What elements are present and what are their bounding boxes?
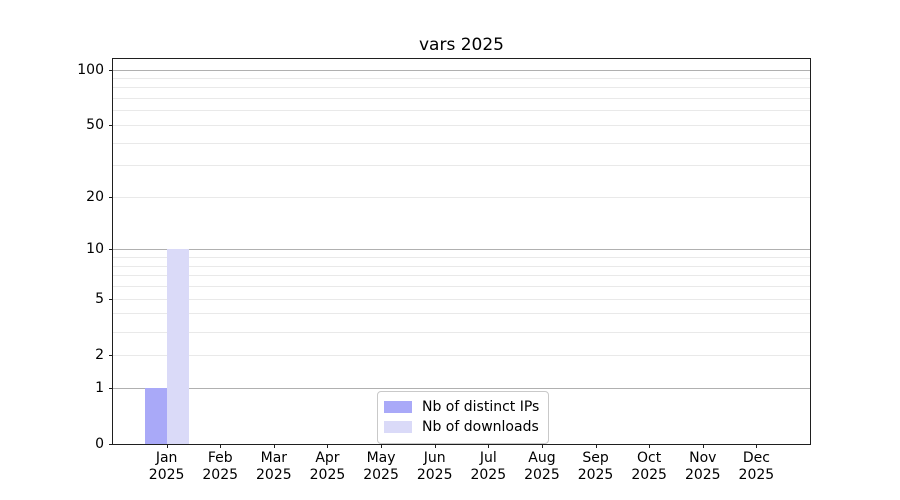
x-tick-year: 2025	[738, 467, 775, 483]
x-tick-year: 2025	[256, 467, 292, 483]
y-tick-label: 2	[95, 346, 104, 363]
gridline-minor	[113, 354, 810, 356]
plot-area	[112, 58, 811, 445]
gridline-minor	[113, 196, 810, 198]
x-tick-month: Jun	[423, 450, 446, 466]
x-tick-mark	[381, 444, 383, 448]
x-tick-year: 2025	[470, 467, 507, 483]
gridline-major	[113, 69, 810, 71]
x-tick-year: 2025	[363, 467, 399, 483]
x-tick-year: 2025	[577, 467, 614, 483]
x-tick-month: Dec	[742, 450, 770, 466]
x-tick-month: Feb	[207, 450, 233, 466]
x-tick-month: Mar	[260, 450, 288, 466]
x-tick-month: Aug	[528, 450, 556, 466]
legend-item-downloads: Nb of downloads	[384, 417, 539, 437]
x-tick-month: Nov	[689, 450, 717, 466]
x-tick-month: Jul	[479, 450, 497, 466]
y-tick-label: 10	[86, 241, 104, 258]
x-tick-mark	[166, 444, 168, 448]
x-tick-month: Sep	[582, 450, 609, 466]
chart-title: vars 2025	[419, 35, 504, 55]
x-tick-mark	[434, 444, 436, 448]
x-tick-year: 2025	[631, 467, 667, 483]
gridline-minor	[113, 87, 810, 89]
x-tick-month: May	[366, 450, 396, 466]
x-tick-mark	[541, 444, 543, 448]
x-tick-label: May 2025	[349, 450, 413, 484]
gridline-minor	[113, 165, 810, 167]
y-tick-mark	[109, 124, 113, 126]
y-tick-label: 5	[95, 290, 104, 307]
legend-swatch-distinct-ips	[384, 401, 412, 413]
x-tick-month: Oct	[637, 450, 662, 466]
x-tick-mark	[595, 444, 597, 448]
y-tick-mark	[109, 298, 113, 300]
x-tick-month: Jan	[155, 450, 178, 466]
x-tick-label: Oct 2025	[617, 450, 681, 484]
gridline-minor	[113, 110, 810, 112]
y-tick-mark	[109, 354, 113, 356]
gridline-major	[113, 249, 810, 251]
legend: Nb of distinct IPs Nb of downloads	[377, 391, 550, 444]
x-tick-mark	[327, 444, 329, 448]
x-tick-label: Nov 2025	[671, 450, 735, 484]
x-tick-label: Jul 2025	[456, 450, 520, 484]
y-tick-mark	[109, 387, 113, 389]
y-tick-mark	[109, 444, 113, 445]
gridline-minor	[113, 286, 810, 288]
legend-item-distinct-ips: Nb of distinct IPs	[384, 397, 539, 417]
x-tick-year: 2025	[416, 467, 453, 483]
x-tick-month: Apr	[315, 450, 340, 466]
legend-label-distinct-ips: Nb of distinct IPs	[422, 399, 540, 415]
y-tick-label: 100	[77, 61, 104, 78]
gridline-minor	[113, 98, 810, 100]
gridline-minor	[113, 124, 810, 126]
gridline-major	[113, 387, 810, 389]
y-tick-mark	[109, 196, 113, 198]
y-tick-label: 50	[86, 116, 104, 133]
x-tick-label: Jun 2025	[403, 450, 467, 484]
x-tick-label: Feb 2025	[188, 450, 252, 484]
bar-distinct-ips	[144, 387, 167, 444]
gridline-minor	[113, 313, 810, 315]
x-tick-label: Aug 2025	[510, 450, 574, 484]
legend-swatch-downloads	[384, 421, 412, 433]
x-tick-year: 2025	[524, 467, 560, 483]
gridline-minor	[113, 142, 810, 144]
x-tick-mark	[756, 444, 758, 448]
x-tick-mark	[273, 444, 275, 448]
x-tick-mark	[488, 444, 490, 448]
gridline-minor	[113, 331, 810, 333]
x-tick-label: Apr 2025	[295, 450, 359, 484]
y-tick-mark	[109, 249, 113, 251]
x-tick-label: Mar 2025	[242, 450, 306, 484]
y-tick-label: 0	[95, 436, 104, 452]
x-tick-year: 2025	[309, 467, 346, 483]
gridline-minor	[113, 257, 810, 259]
x-tick-mark	[220, 444, 222, 448]
x-tick-mark	[649, 444, 651, 448]
x-tick-mark	[702, 444, 704, 448]
y-tick-label: 1	[95, 379, 104, 396]
x-tick-year: 2025	[202, 467, 239, 483]
gridline-minor	[113, 77, 810, 79]
gridline-minor	[113, 265, 810, 267]
gridline-minor	[113, 298, 810, 300]
y-tick-mark	[109, 69, 113, 71]
x-tick-label: Jan 2025	[135, 450, 199, 484]
legend-label-downloads: Nb of downloads	[422, 419, 539, 435]
x-tick-year: 2025	[148, 467, 185, 483]
x-tick-year: 2025	[684, 467, 721, 483]
bar-downloads	[166, 249, 189, 444]
gridline-minor	[113, 275, 810, 277]
y-tick-label: 20	[86, 188, 104, 205]
x-tick-label: Dec 2025	[724, 450, 788, 484]
x-tick-label: Sep 2025	[564, 450, 628, 484]
